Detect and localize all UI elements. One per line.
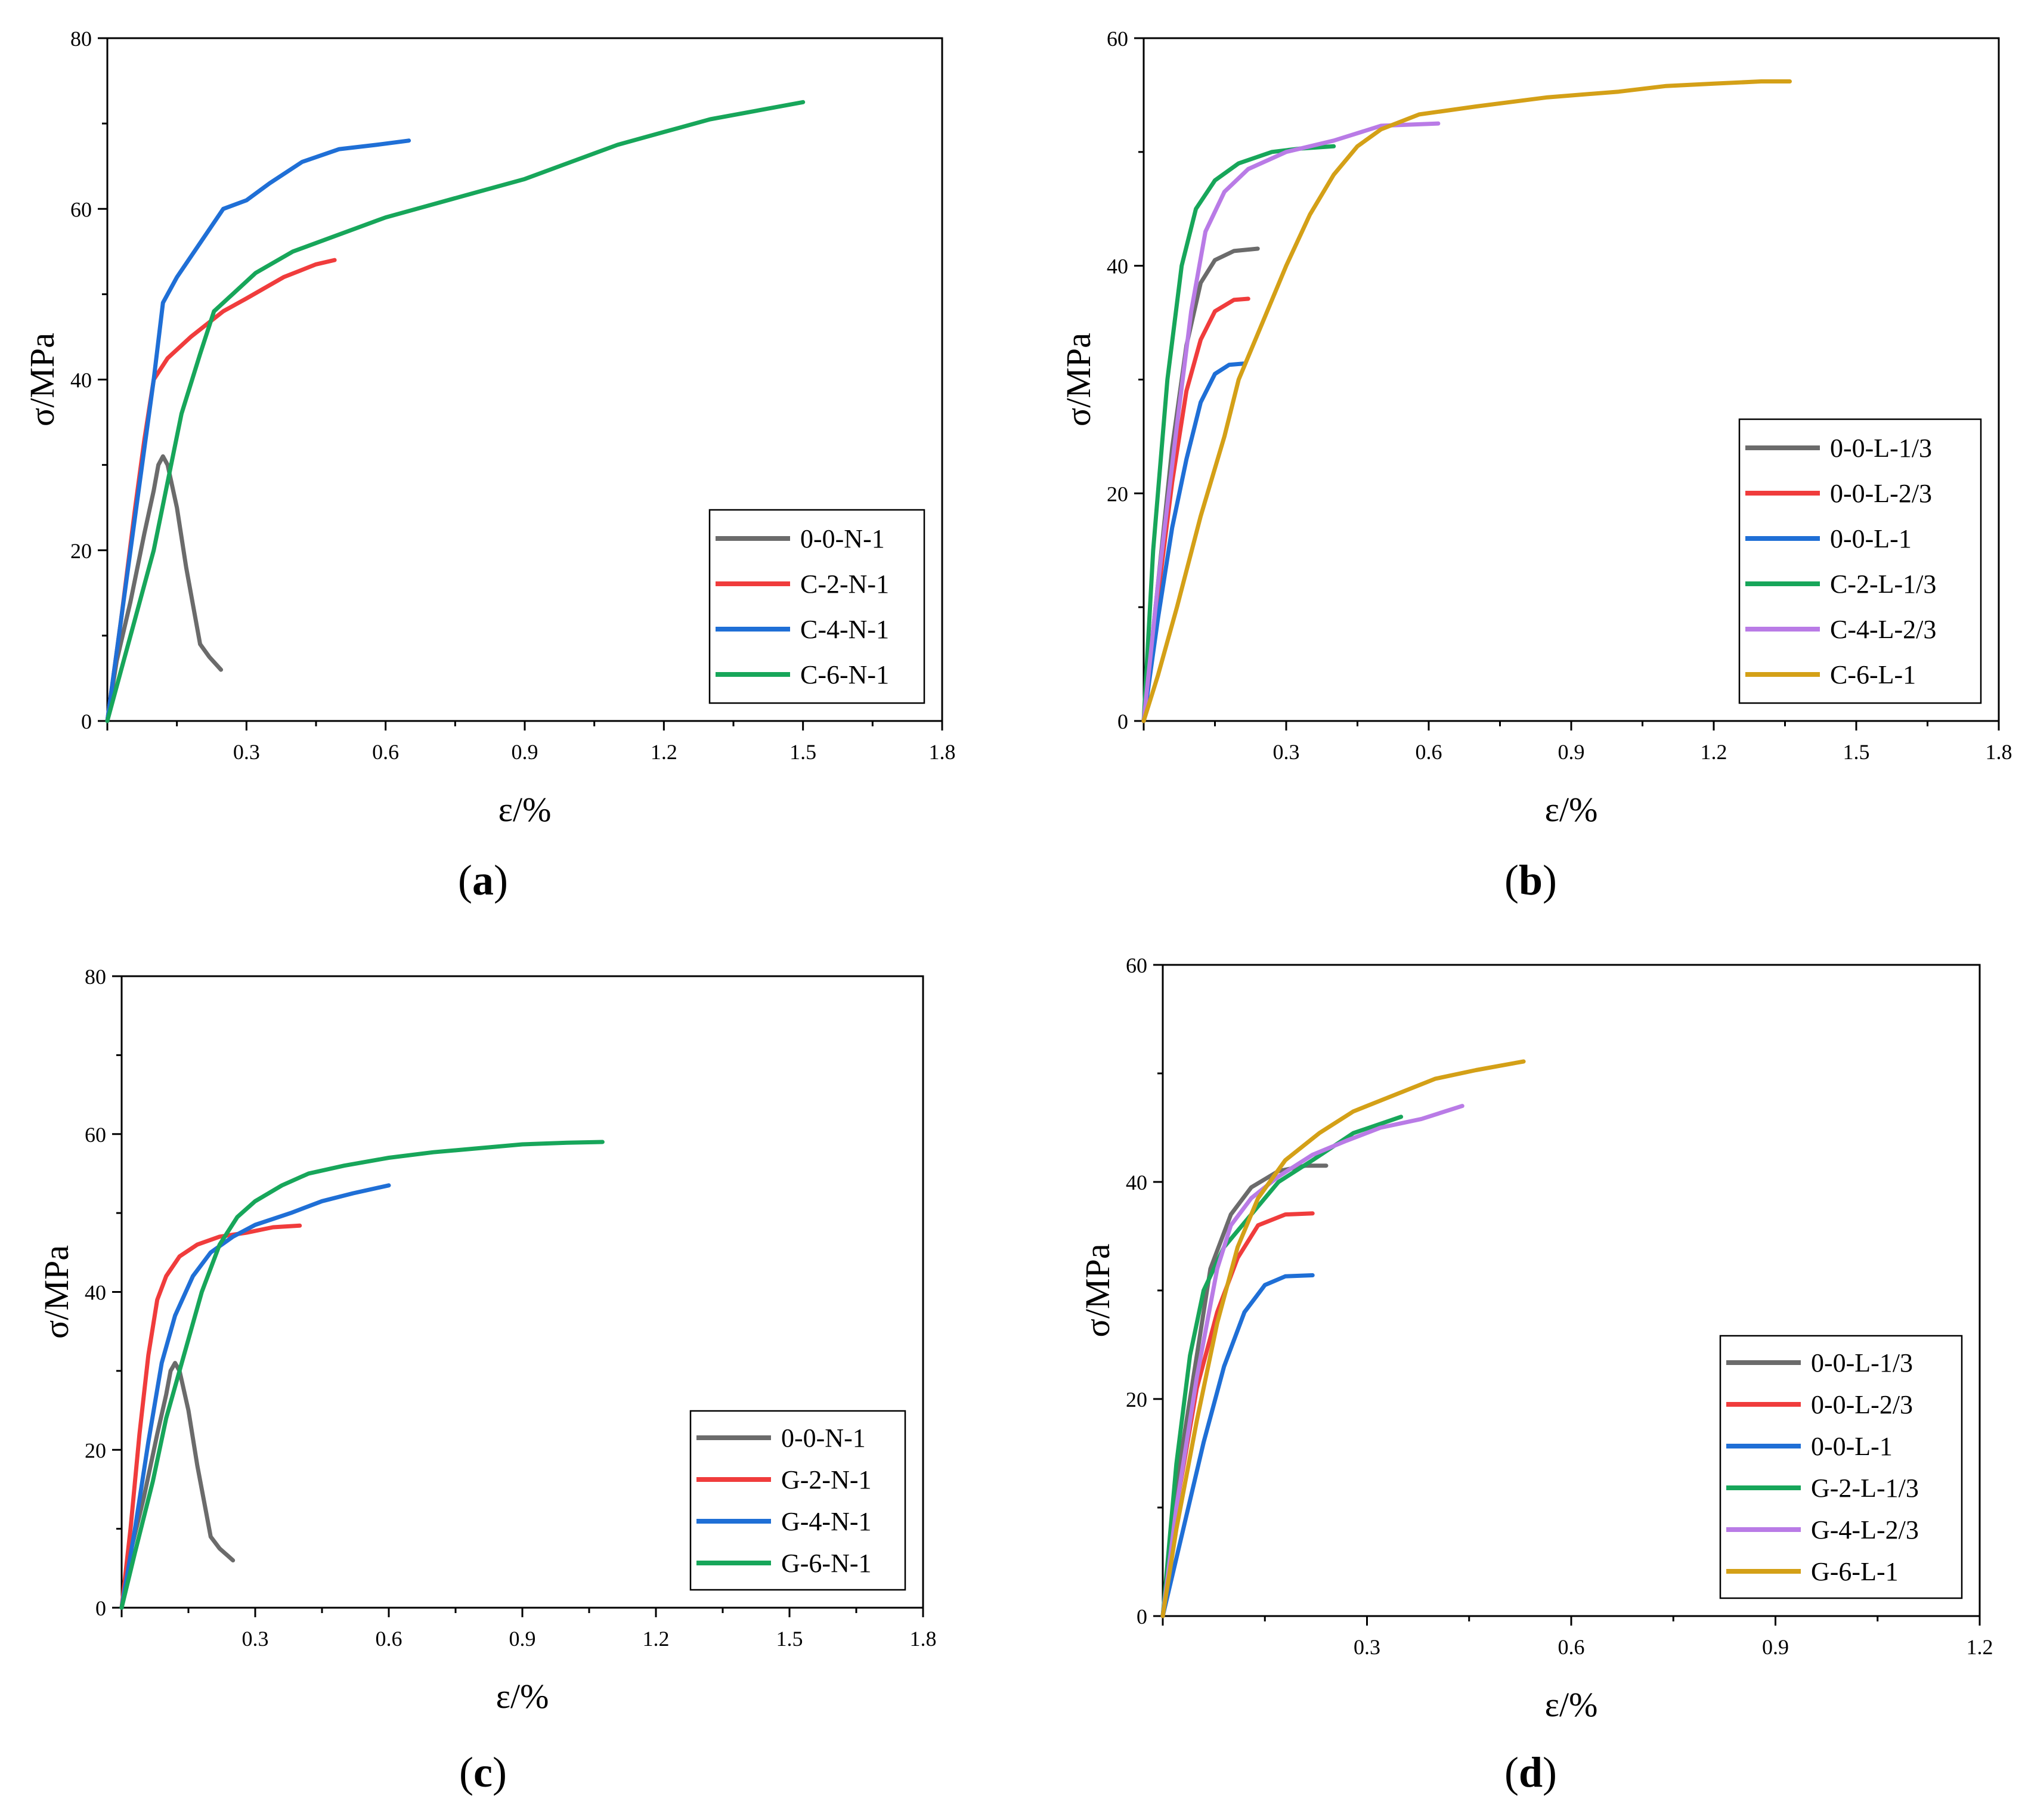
y-axis-title: σ/MPa: [23, 333, 61, 426]
legend-entry: G-2-L-1/3: [1811, 1474, 1919, 1503]
series-line-g-6-l-1: [1160, 1059, 1526, 1618]
x-tick-label: 0.6: [372, 740, 399, 764]
series-line-0-0-l-1-3: [1141, 246, 1260, 723]
legend-entry: 0-0-N-1: [800, 524, 885, 553]
legend-entry: C-4-L-2/3: [1830, 615, 1936, 644]
legend-entry: C-6-L-1: [1830, 660, 1916, 689]
x-tick-label: 1.5: [1843, 740, 1870, 764]
series-line-g-2-n-1: [119, 1223, 302, 1610]
legend-entry: G-2-N-1: [781, 1465, 872, 1494]
y-tick-label: 20: [1107, 482, 1128, 506]
series-line-0-0-l-2-3: [1141, 296, 1250, 723]
y-tick-label: 20: [85, 1438, 106, 1462]
x-tick-label: 0.6: [376, 1627, 402, 1651]
x-axis-title: ε/%: [1545, 1685, 1598, 1724]
x-tick-label: 0.6: [1416, 740, 1442, 764]
y-tick-label: 40: [1126, 1171, 1147, 1194]
legend-entry: C-6-N-1: [800, 660, 889, 689]
legend-entry: G-6-L-1: [1811, 1557, 1899, 1586]
legend-entry: G-4-N-1: [781, 1507, 872, 1536]
y-tick-label: 80: [70, 27, 92, 51]
y-tick-label: 80: [85, 965, 106, 989]
y-tick-label: 20: [1126, 1388, 1147, 1412]
legend-entry: 0-0-L-1/3: [1830, 434, 1932, 463]
legend-entry: C-2-N-1: [800, 569, 889, 599]
y-tick-label: 40: [1107, 255, 1128, 278]
x-tick-label: 1.2: [651, 740, 677, 764]
x-tick-label: 1.8: [929, 740, 956, 764]
legend-entry: 0-0-L-1/3: [1811, 1348, 1913, 1378]
legend-entry: 0-0-L-2/3: [1830, 479, 1932, 508]
y-tick-label: 0: [81, 710, 92, 733]
series-line-g-6-n-1: [119, 1140, 605, 1610]
legend-entry: 0-0-L-1: [1811, 1432, 1893, 1461]
x-axis-title: ε/%: [1545, 790, 1598, 829]
y-tick-label: 0: [1117, 710, 1128, 733]
series-line-c-6-l-1: [1141, 79, 1792, 723]
y-tick-label: 40: [70, 369, 92, 392]
legend-entry: 0-0-N-1: [781, 1423, 866, 1453]
chart-panel-b: 0.3 0.6 0.9 1.2 1.5 1.8 0 20 40 60 ε/% σ/MPa 0-0-L-1…: [1059, 27, 2012, 904]
series-line-0-0-l-1: [1160, 1273, 1315, 1618]
y-axis-title: σ/MPa: [37, 1245, 76, 1339]
legend-box: [708, 509, 925, 704]
x-tick-label: 0.9: [1762, 1635, 1789, 1659]
y-tick-label: 60: [1107, 27, 1128, 51]
x-tick-label: 0.3: [233, 740, 260, 764]
series-line-g-4-n-1: [119, 1183, 391, 1610]
series-line-c-6-n-1: [105, 100, 806, 723]
y-axis-title: σ/MPa: [1059, 333, 1098, 426]
x-tick-label: 1.2: [643, 1627, 670, 1651]
panel-caption: (c): [459, 1748, 507, 1796]
x-tick-label: 1.5: [789, 740, 816, 764]
legend-entry: 0-0-L-1: [1830, 524, 1912, 553]
chart-panel-d: 0.3 0.6 0.9 1.2 0 20 40 60 ε/% σ/MPa 0-0-L-1/3 0-0-…: [1078, 954, 1993, 1796]
x-tick-label: 0.9: [1558, 740, 1585, 764]
legend-entry: G-6-N-1: [781, 1549, 872, 1578]
series-line-0-0-l-1: [1141, 361, 1246, 723]
x-tick-label: 0.3: [1273, 740, 1300, 764]
y-tick-label: 20: [70, 539, 92, 563]
y-tick-label: 60: [70, 197, 92, 221]
series-line-0-0-n-1: [105, 454, 224, 723]
x-tick-label: 1.8: [910, 1627, 937, 1651]
x-axis-title: ε/%: [498, 790, 552, 829]
x-tick-label: 0.3: [1354, 1635, 1380, 1659]
series-line-c-4-n-1: [105, 138, 411, 723]
x-tick-label: 0.9: [509, 1627, 536, 1651]
series-line-0-0-l-2-3: [1160, 1211, 1315, 1618]
x-axis-title: ε/%: [496, 1677, 549, 1716]
x-tick-label: 1.5: [776, 1627, 803, 1651]
legend-entry: C-2-L-1/3: [1830, 569, 1936, 599]
x-tick-label: 0.3: [242, 1627, 269, 1651]
panel-caption: (b): [1504, 856, 1557, 904]
series-line-c-4-l-2-3: [1141, 121, 1441, 723]
y-tick-label: 60: [1126, 954, 1147, 977]
y-tick-label: 0: [95, 1596, 106, 1620]
panel-caption: (d): [1504, 1748, 1557, 1796]
legend-entry: 0-0-L-2/3: [1811, 1390, 1913, 1419]
y-tick-label: 0: [1137, 1605, 1147, 1629]
y-tick-label: 60: [85, 1123, 106, 1147]
series-line-c-2-n-1: [105, 258, 337, 723]
legend-box: [1738, 418, 1982, 704]
panel-caption: (a): [458, 856, 508, 904]
chart-panel-c: 0.3 0.6 0.9 1.2 1.5 1.8 0 20 40 60 80 ε/% σ/MPa 0-0-N…: [37, 965, 937, 1796]
series-line-0-0-l-1-3: [1160, 1163, 1329, 1618]
y-axis-title: σ/MPa: [1078, 1244, 1117, 1338]
legend-entry: G-4-L-2/3: [1811, 1515, 1919, 1544]
legend-entry: C-4-N-1: [800, 615, 889, 644]
series-line-0-0-n-1: [119, 1361, 236, 1610]
x-tick-label: 0.9: [512, 740, 538, 764]
legend-box: [1719, 1335, 1963, 1599]
x-tick-label: 0.6: [1558, 1635, 1585, 1659]
y-tick-label: 40: [85, 1281, 106, 1305]
x-tick-label: 1.2: [1701, 740, 1727, 764]
x-tick-label: 1.2: [1967, 1635, 1993, 1659]
x-tick-label: 1.8: [1986, 740, 2012, 764]
legend-box: [689, 1410, 906, 1591]
chart-panel-a: 0.3 0.6 0.9 1.2 1.5 1.8 0 20 40 60 80 ε/% σ/MPa 0-0-N…: [23, 27, 956, 904]
